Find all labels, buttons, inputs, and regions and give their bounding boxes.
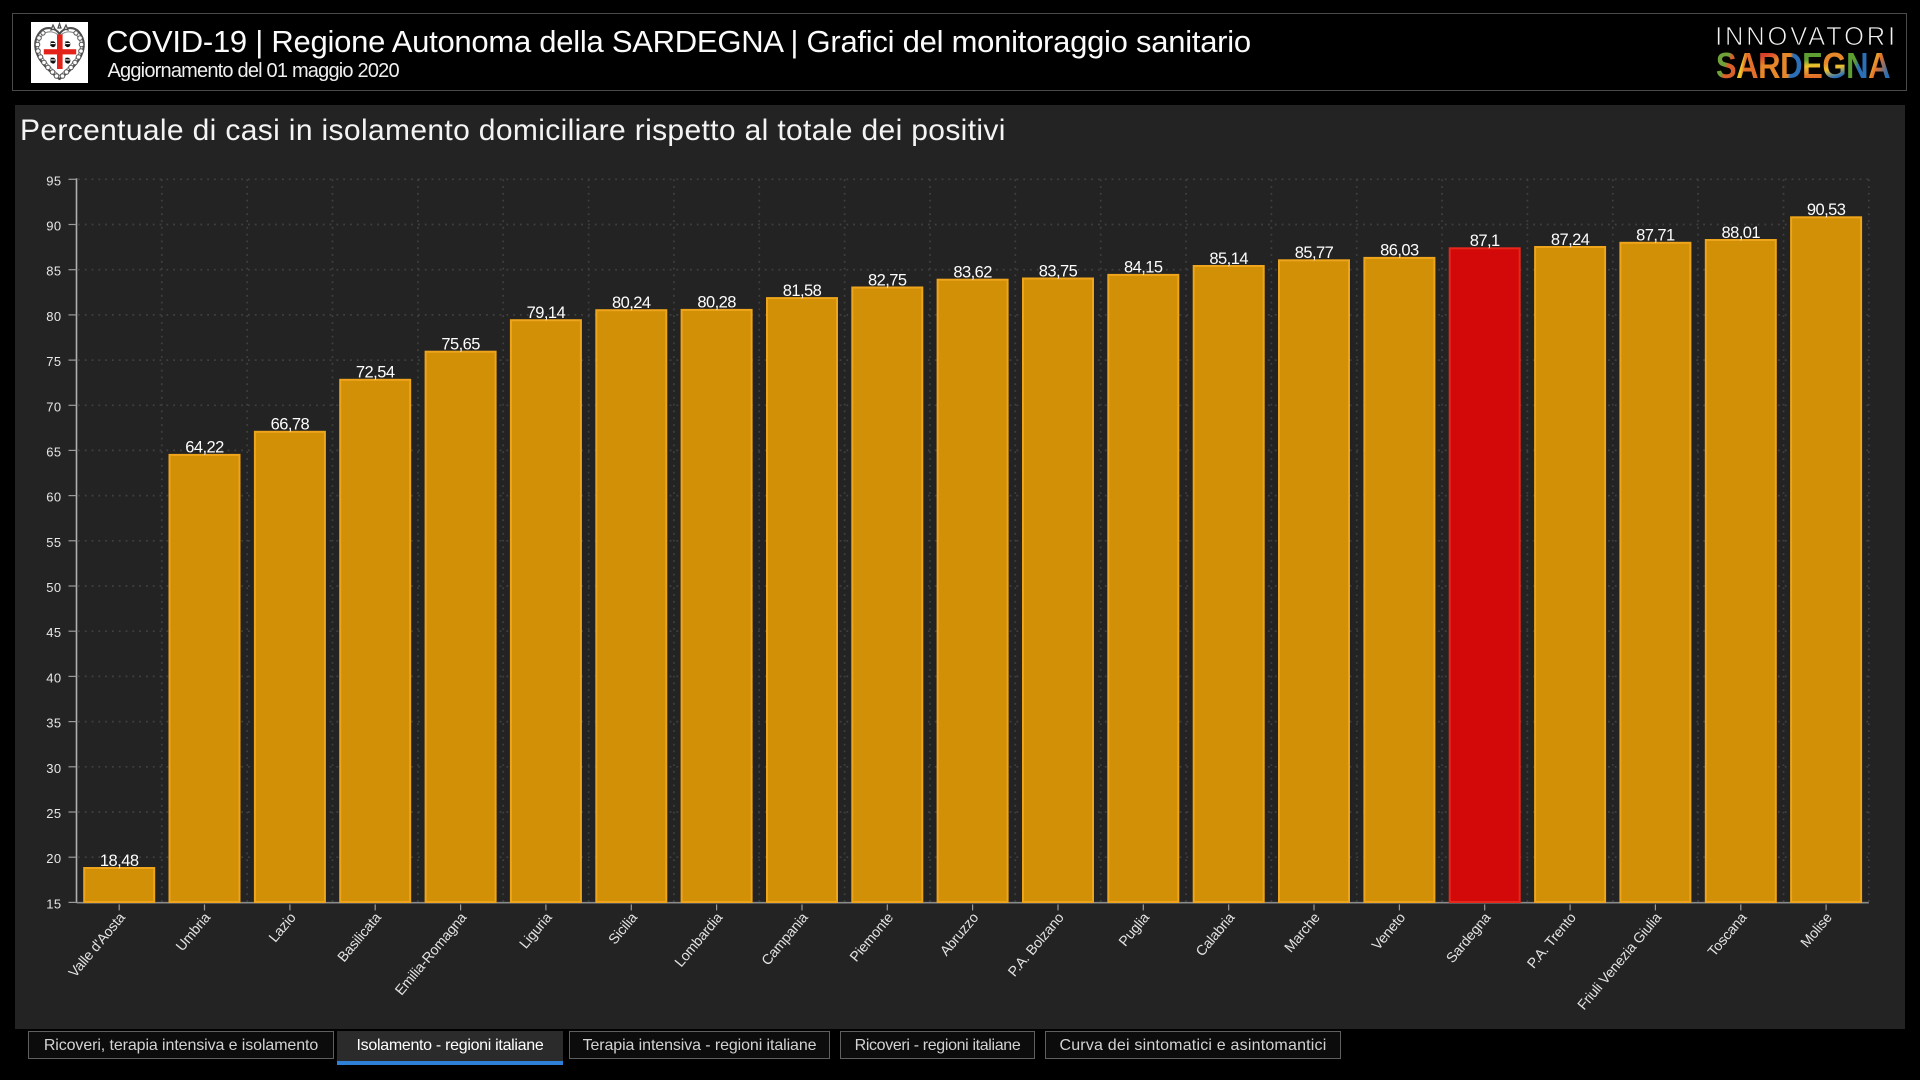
svg-text:Veneto: Veneto bbox=[1369, 910, 1409, 953]
svg-text:18,48: 18,48 bbox=[100, 852, 139, 870]
svg-text:88,01: 88,01 bbox=[1722, 224, 1761, 242]
svg-text:84,15: 84,15 bbox=[1124, 259, 1163, 277]
svg-text:70: 70 bbox=[46, 399, 61, 414]
svg-text:66,78: 66,78 bbox=[271, 416, 310, 434]
svg-text:60: 60 bbox=[46, 490, 61, 505]
svg-text:95: 95 bbox=[46, 173, 61, 188]
svg-text:65: 65 bbox=[46, 444, 61, 459]
svg-text:Valle d'Aosta: Valle d'Aosta bbox=[66, 910, 129, 981]
svg-text:35: 35 bbox=[46, 716, 61, 731]
svg-text:Liguria: Liguria bbox=[517, 910, 556, 952]
svg-text:85,77: 85,77 bbox=[1295, 244, 1334, 262]
svg-text:55: 55 bbox=[46, 535, 61, 550]
svg-text:85: 85 bbox=[46, 264, 61, 279]
svg-text:50: 50 bbox=[46, 580, 61, 595]
svg-text:72,54: 72,54 bbox=[356, 364, 395, 382]
svg-text:Marche: Marche bbox=[1282, 910, 1324, 956]
svg-text:Calabria: Calabria bbox=[1193, 910, 1238, 960]
svg-text:20: 20 bbox=[46, 851, 61, 866]
svg-text:83,75: 83,75 bbox=[1039, 262, 1078, 280]
svg-text:86,03: 86,03 bbox=[1380, 242, 1419, 260]
svg-text:87,24: 87,24 bbox=[1551, 231, 1590, 249]
svg-text:83,62: 83,62 bbox=[953, 264, 992, 282]
svg-text:75: 75 bbox=[46, 354, 61, 369]
svg-text:40: 40 bbox=[46, 670, 61, 685]
svg-text:45: 45 bbox=[46, 625, 61, 640]
svg-text:Campania: Campania bbox=[759, 910, 812, 969]
svg-text:75,65: 75,65 bbox=[441, 336, 480, 354]
svg-text:80,24: 80,24 bbox=[612, 294, 651, 312]
svg-text:80,28: 80,28 bbox=[697, 294, 736, 312]
svg-text:Molise: Molise bbox=[1798, 910, 1836, 951]
svg-text:P.A. Trento: P.A. Trento bbox=[1524, 910, 1579, 972]
svg-text:Puglia: Puglia bbox=[1116, 910, 1153, 950]
svg-text:81,58: 81,58 bbox=[783, 282, 822, 300]
svg-text:80: 80 bbox=[46, 309, 61, 324]
svg-text:90: 90 bbox=[46, 219, 61, 234]
svg-text:P.A. Bolzano: P.A. Bolzano bbox=[1005, 910, 1067, 980]
svg-text:Abruzzo: Abruzzo bbox=[937, 910, 982, 959]
svg-text:30: 30 bbox=[46, 761, 61, 776]
svg-text:87,71: 87,71 bbox=[1636, 227, 1675, 245]
svg-text:Lombardia: Lombardia bbox=[672, 910, 726, 970]
svg-text:Sardegna: Sardegna bbox=[1443, 910, 1494, 966]
svg-text:82,75: 82,75 bbox=[868, 271, 907, 289]
svg-text:64,22: 64,22 bbox=[185, 439, 224, 457]
svg-text:87,1: 87,1 bbox=[1470, 232, 1500, 250]
svg-text:Toscana: Toscana bbox=[1705, 910, 1751, 960]
svg-text:Umbria: Umbria bbox=[173, 910, 214, 955]
svg-text:25: 25 bbox=[46, 806, 61, 821]
svg-text:15: 15 bbox=[46, 896, 61, 911]
svg-text:85,14: 85,14 bbox=[1209, 250, 1248, 268]
svg-text:Friuli Venezia Giulia: Friuli Venezia Giulia bbox=[1575, 910, 1665, 1013]
svg-text:Emilia-Romagna: Emilia-Romagna bbox=[392, 910, 470, 999]
svg-text:90,53: 90,53 bbox=[1807, 201, 1846, 219]
svg-text:Lazio: Lazio bbox=[266, 910, 300, 946]
svg-text:Piemonte: Piemonte bbox=[847, 910, 897, 965]
svg-text:Sicilia: Sicilia bbox=[606, 910, 641, 948]
svg-text:Basilicata: Basilicata bbox=[335, 910, 385, 966]
svg-text:79,14: 79,14 bbox=[527, 304, 566, 322]
